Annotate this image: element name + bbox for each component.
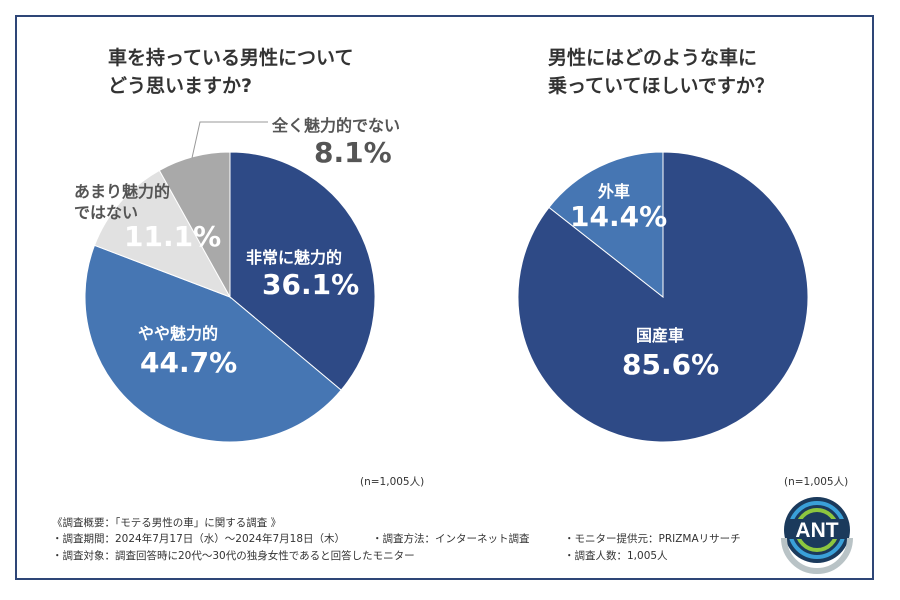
slice-label: 国産車 xyxy=(636,326,685,345)
slice-value: 8.1% xyxy=(314,136,392,169)
slice-value: 36.1% xyxy=(262,268,360,301)
footer-target: ・調査対象：調査回答時に20代～30代の独身女性であると回答したモニター xyxy=(52,550,415,562)
footer-provider: ・モニター提供元：PRIZMAリサーチ xyxy=(564,533,741,545)
leader-line xyxy=(191,121,268,159)
pie-slice xyxy=(93,169,232,298)
chart1-title-line2: どう思いますか? xyxy=(108,75,253,97)
frame-border xyxy=(15,15,874,580)
sample-size: (n=1,005人) xyxy=(360,476,425,488)
slice-value: 11.1% xyxy=(124,220,222,253)
sample-size: (n=1,005人) xyxy=(784,476,849,488)
chart1-title-line1: 車を持っている男性について xyxy=(108,47,354,69)
chart2-title-line1: 男性にはどのような車に xyxy=(548,47,758,69)
footer-count: ・調査人数：1,005人 xyxy=(564,550,668,562)
footer-method: ・調査方法：インターネット調査 xyxy=(372,533,530,545)
pie-slice xyxy=(548,151,664,299)
slice-value: 14.4% xyxy=(570,200,668,233)
slice-label: 外車 xyxy=(598,182,631,201)
footer-heading: 《調査概要：「モテる男性の車」に関する調査 》 xyxy=(52,517,282,529)
pie-slice xyxy=(229,151,376,391)
pie-slice xyxy=(84,244,342,443)
slice-value: 44.7% xyxy=(140,346,238,379)
chart2-title-line2: 乗っていてほしいですか？ xyxy=(548,75,774,97)
pie-slice xyxy=(158,151,231,299)
footer-period: ・調査期間：2024年7月17日（水）～2024年7月18日（木） xyxy=(52,533,346,545)
slice-label: 非常に魅力的 xyxy=(246,248,343,267)
slice-label: 全く魅力的でない xyxy=(272,116,401,135)
slice-label: あまり魅力的 xyxy=(74,182,171,201)
slice-value: 85.6% xyxy=(622,348,720,381)
slice-label: やや魅力的 xyxy=(138,324,219,343)
slice-label: ではない xyxy=(74,203,139,222)
